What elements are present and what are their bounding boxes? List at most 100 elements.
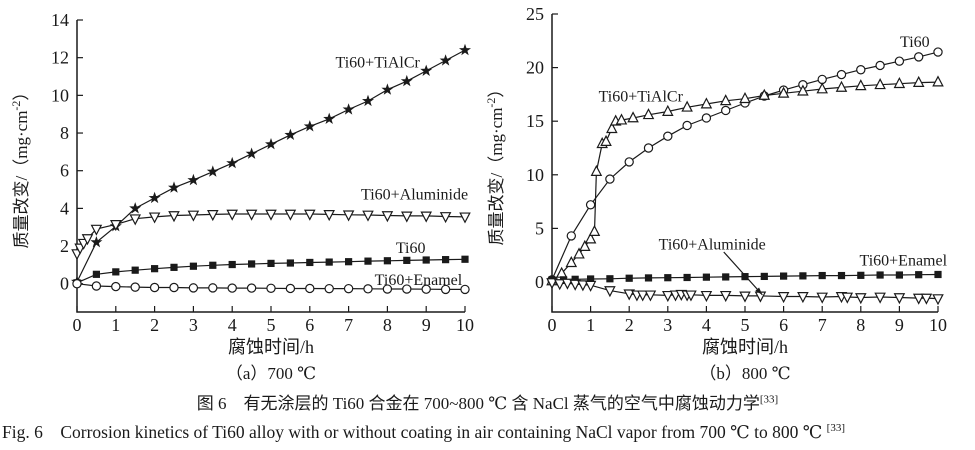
marker-circle — [169, 282, 179, 293]
marker-triangle-down — [855, 293, 867, 305]
y-tick-label: 10 — [526, 165, 544, 185]
marker-square — [286, 259, 294, 267]
marker-square — [606, 275, 614, 283]
marker-triangle-down — [148, 212, 161, 224]
y-tick-label: 0 — [60, 274, 69, 294]
marker-triangle-down — [569, 279, 581, 291]
figure-caption-en-text: Fig. 6 Corrosion kinetics of Ti60 alloy … — [2, 422, 827, 442]
x-tick-label: 3 — [663, 315, 672, 335]
marker-square — [895, 271, 903, 279]
marker-circle — [585, 200, 596, 210]
marker-triangle-down — [265, 209, 277, 221]
marker-triangle-up — [874, 78, 886, 90]
marker-circle — [440, 284, 451, 295]
chart-subtitle: （b）800 ℃ — [699, 364, 790, 383]
marker-triangle-down — [323, 210, 335, 222]
marker-circle — [382, 284, 393, 294]
marker-triangle-up — [627, 111, 639, 123]
marker-star — [245, 147, 258, 159]
marker-star — [362, 94, 374, 107]
marker-circle — [817, 74, 827, 85]
y-axis-label: 质量改变/（mg·cm-2） — [9, 84, 31, 249]
marker-triangle-down — [577, 280, 589, 292]
marker-square — [248, 260, 256, 268]
marker-triangle-up — [719, 94, 732, 106]
series-label: Ti60+TiAlCr — [599, 89, 684, 106]
marker-triangle-down — [644, 290, 657, 302]
y-tick-label: 12 — [51, 48, 69, 68]
marker-triangle-up — [700, 97, 713, 109]
marker-circle — [149, 282, 160, 293]
marker-triangle-down — [685, 290, 697, 302]
marker-triangle-down — [623, 289, 635, 301]
marker-triangle-down — [912, 293, 925, 305]
marker-square — [799, 272, 807, 280]
series-label: Ti60+Aluminide — [361, 186, 468, 203]
marker-square — [403, 256, 411, 264]
y-tick-label: 25 — [526, 4, 544, 24]
marker-circle — [721, 105, 731, 116]
marker-triangle-down — [920, 293, 933, 305]
x-tick-label: 10 — [929, 315, 947, 335]
marker-square — [857, 271, 865, 279]
marker-triangle-down — [546, 278, 558, 290]
y-tick-label: 4 — [60, 198, 69, 218]
marker-circle — [227, 283, 237, 293]
marker-circle — [836, 69, 847, 80]
marker-star — [206, 165, 219, 177]
marker-triangle-down — [342, 210, 355, 222]
marker-triangle-down — [90, 224, 103, 236]
x-tick-label: 0 — [548, 315, 557, 335]
marker-triangle-up — [606, 122, 618, 134]
marker-triangle-down — [420, 211, 432, 223]
marker-triangle-down — [81, 234, 94, 246]
marker-triangle-down — [304, 209, 316, 221]
marker-circle — [324, 283, 334, 294]
marker-star — [168, 181, 180, 193]
x-axis-label: 腐蚀时间/h — [228, 337, 314, 357]
marker-triangle-up — [797, 84, 809, 96]
marker-square — [571, 275, 579, 283]
marker-square — [267, 259, 275, 267]
marker-circle — [624, 157, 634, 167]
marker-triangle-down — [841, 292, 854, 304]
marker-triangle-down — [816, 292, 828, 304]
series-label: Ti60+TiAlCr — [336, 54, 421, 71]
series-label: Ti60+Enamel — [859, 253, 947, 270]
marker-square — [587, 275, 595, 283]
x-tick-label: 7 — [818, 315, 827, 335]
marker-square — [383, 257, 391, 265]
marker-circle — [701, 113, 712, 123]
marker-circle — [856, 65, 866, 75]
marker-circle — [643, 143, 654, 153]
marker-square — [876, 271, 884, 279]
x-tick-label: 10 — [456, 315, 474, 335]
marker-circle — [933, 47, 943, 57]
marker-square — [325, 258, 333, 266]
series-markers — [72, 279, 470, 295]
chart-subtitle: （a）700 ℃ — [226, 364, 316, 383]
marker-triangle-down — [874, 292, 886, 304]
marker-circle — [72, 279, 82, 289]
marker-triangle-up — [912, 75, 925, 88]
marker-triangle-up — [615, 113, 628, 125]
marker-triangle-down — [719, 290, 732, 303]
x-tick-label: 9 — [422, 315, 431, 335]
marker-star — [459, 43, 471, 56]
marker-triangle-up — [816, 82, 828, 94]
marker-star — [439, 54, 452, 66]
marker-triangle-down — [362, 210, 374, 222]
marker-circle — [266, 283, 276, 293]
marker-square — [422, 256, 430, 264]
marker-star — [148, 191, 161, 204]
marker-square — [442, 256, 450, 264]
series-label: Ti60 — [900, 34, 930, 51]
series-markers — [71, 209, 471, 261]
marker-star — [303, 120, 316, 132]
series-label: Ti60+Aluminide — [659, 236, 766, 253]
y-tick-label: 2 — [60, 236, 69, 256]
marker-triangle-down — [110, 220, 122, 232]
marker-triangle-down — [245, 209, 258, 221]
